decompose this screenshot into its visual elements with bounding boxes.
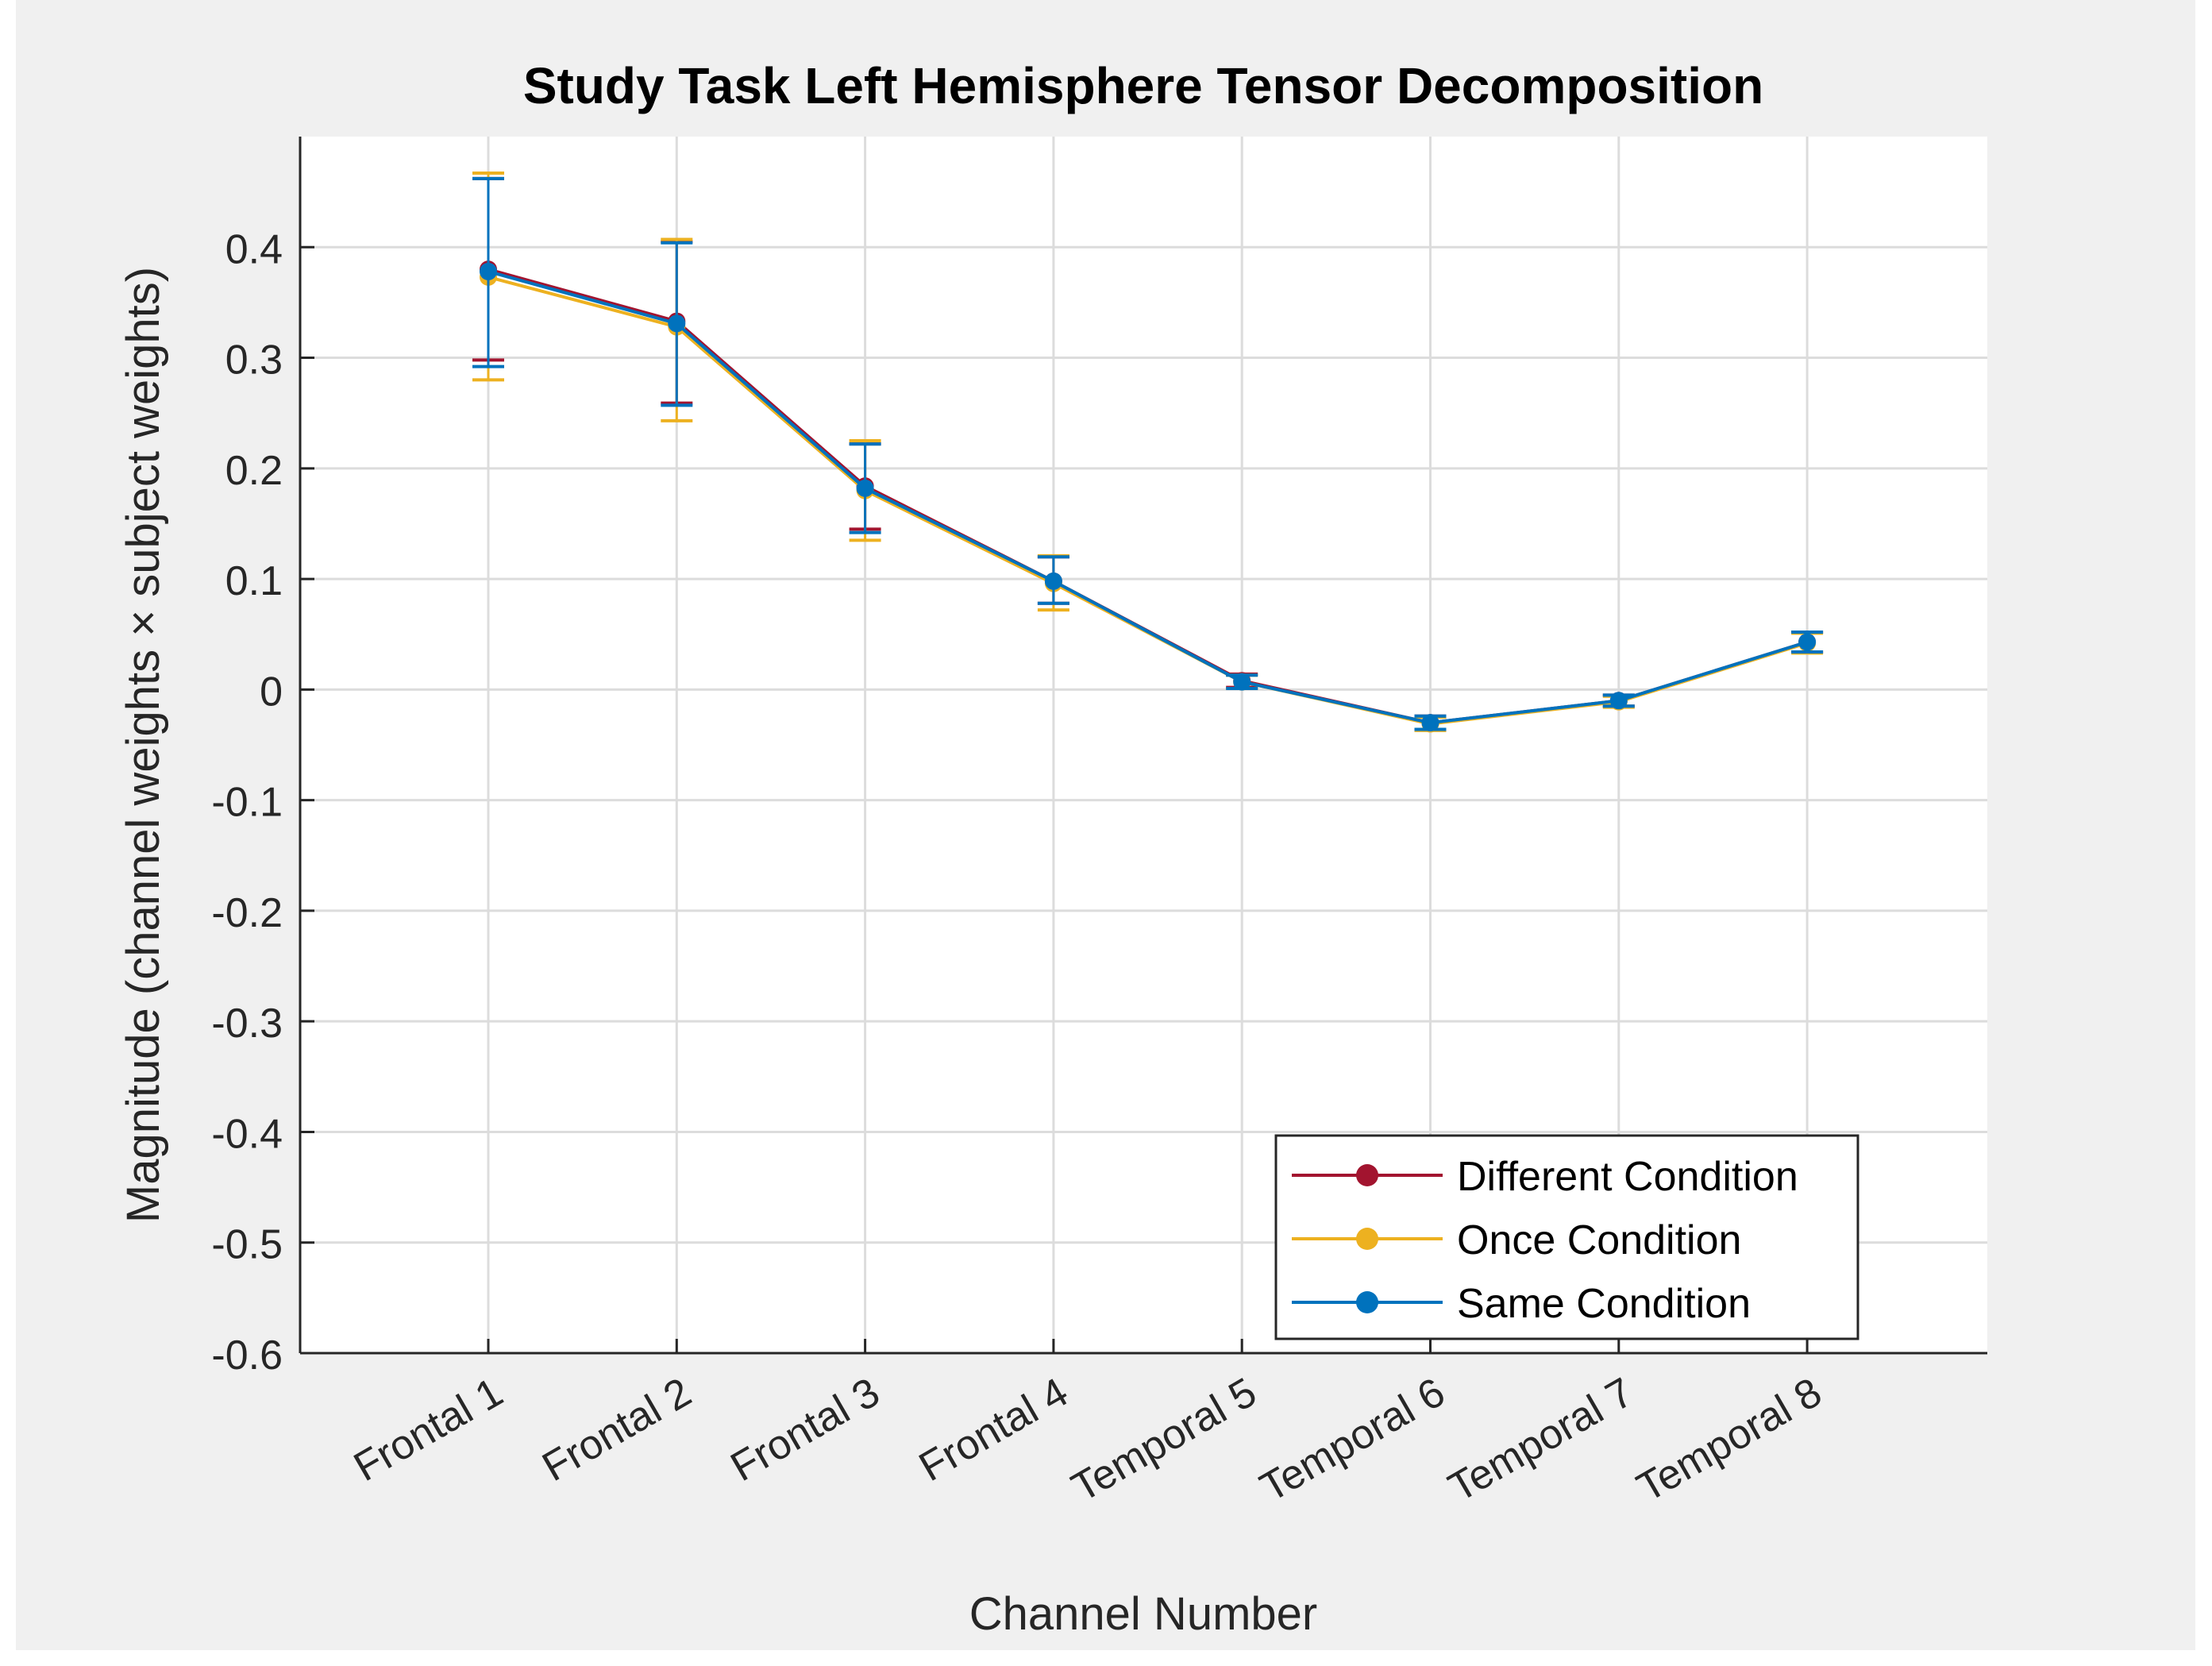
data-point <box>480 262 497 280</box>
legend-marker <box>1356 1164 1378 1186</box>
y-tick-label: 0.2 <box>225 448 283 494</box>
data-point <box>1044 572 1062 590</box>
data-point <box>668 314 686 333</box>
legend-label: Different Condition <box>1457 1154 1798 1200</box>
legend-marker <box>1356 1291 1378 1313</box>
data-point <box>1233 673 1251 691</box>
y-tick-label: 0.4 <box>225 226 283 272</box>
legend-item: Same Condition <box>1292 1281 1751 1327</box>
y-tick-label: 0.1 <box>225 558 283 604</box>
legend: Different Condition Once Condition Same Co… <box>1274 1134 1859 1340</box>
y-tick-label: -0.1 <box>211 780 283 826</box>
y-axis-label: Magnitude (channel weights × subject wei… <box>118 267 169 1223</box>
legend-label: Same Condition <box>1457 1281 1751 1327</box>
series-layer <box>472 171 1824 733</box>
legend-item: Once Condition <box>1292 1217 1741 1263</box>
data-point <box>856 479 874 497</box>
x-axis-label: Channel Number <box>969 1588 1317 1640</box>
data-point <box>1609 692 1628 710</box>
chart-title: Study Task Left Hemisphere Tensor Decomp… <box>523 57 1763 114</box>
y-tick-label: -0.2 <box>211 890 283 936</box>
y-tick-label: -0.4 <box>211 1111 283 1157</box>
legend-label: Once Condition <box>1457 1217 1741 1263</box>
y-tick-label: -0.6 <box>211 1332 283 1379</box>
y-tick-label: 0.3 <box>225 337 283 384</box>
data-point <box>1798 633 1817 651</box>
legend-item: Different Condition <box>1292 1154 1798 1200</box>
y-tick-label: -0.5 <box>211 1222 283 1268</box>
legend-marker <box>1356 1228 1378 1250</box>
series-same-condition <box>472 176 1824 732</box>
y-tick-label: -0.3 <box>211 1001 283 1047</box>
series-line <box>487 269 1808 725</box>
data-point <box>1421 714 1439 732</box>
y-tick-label: 0 <box>260 669 283 715</box>
